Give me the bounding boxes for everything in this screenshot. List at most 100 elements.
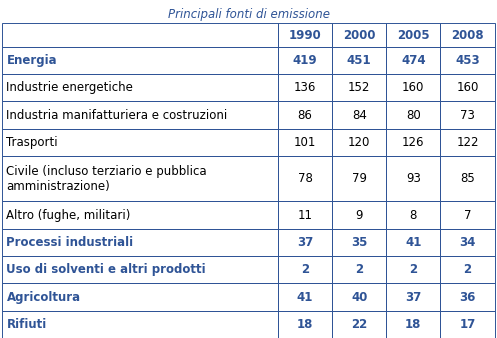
Bar [440,311,495,338]
Text: 120: 120 [348,136,370,149]
Bar [332,156,386,201]
Text: 160: 160 [456,81,479,94]
Text: 73: 73 [460,108,475,122]
Bar [386,201,440,229]
Text: 2: 2 [301,263,309,276]
Bar [440,283,495,311]
Bar [332,129,386,156]
Text: 2005: 2005 [397,28,429,42]
Text: Industria manifatturiera e costruzioni: Industria manifatturiera e costruzioni [6,108,228,122]
Bar [440,101,495,129]
Text: 37: 37 [297,236,313,249]
Bar [440,129,495,156]
Bar [386,283,440,311]
Bar [2,311,278,338]
Text: 18: 18 [405,318,421,331]
Text: 122: 122 [456,136,479,149]
Bar [2,23,278,47]
Text: 2008: 2008 [451,28,484,42]
Bar [440,23,495,47]
Text: 80: 80 [406,108,420,122]
Bar [2,101,278,129]
Text: 11: 11 [298,209,313,222]
Bar [2,229,278,256]
Bar [278,283,332,311]
Text: 2: 2 [355,263,363,276]
Bar [278,256,332,283]
Bar [386,229,440,256]
Text: 152: 152 [348,81,370,94]
Text: 79: 79 [352,172,367,185]
Bar [440,47,495,74]
Text: 2000: 2000 [343,28,375,42]
Text: 101: 101 [294,136,316,149]
Bar [332,23,386,47]
Text: 34: 34 [459,236,476,249]
Bar [440,256,495,283]
Text: 78: 78 [298,172,313,185]
Text: 1990: 1990 [289,28,322,42]
Bar [332,311,386,338]
Text: 2: 2 [409,263,417,276]
Bar [278,23,332,47]
Bar [278,74,332,101]
Bar [2,47,278,74]
Text: Processi industriali: Processi industriali [6,236,134,249]
Bar [386,311,440,338]
Bar [278,229,332,256]
Bar [278,47,332,74]
Text: 9: 9 [355,209,363,222]
Text: 419: 419 [293,54,318,67]
Bar [278,201,332,229]
Bar [2,201,278,229]
Text: 2: 2 [463,263,472,276]
Bar [332,283,386,311]
Text: Altro (fughe, militari): Altro (fughe, militari) [6,209,131,222]
Text: 41: 41 [297,291,313,304]
Bar [278,129,332,156]
Bar [386,23,440,47]
Text: 93: 93 [406,172,421,185]
Bar [2,283,278,311]
Text: 136: 136 [294,81,316,94]
Bar [386,256,440,283]
Text: 37: 37 [405,291,421,304]
Text: Principali fonti di emissione: Principali fonti di emissione [167,8,330,21]
Text: 7: 7 [464,209,471,222]
Text: 86: 86 [298,108,313,122]
Bar [278,101,332,129]
Bar [386,101,440,129]
Text: 35: 35 [351,236,367,249]
Bar [2,129,278,156]
Bar [386,74,440,101]
Text: 36: 36 [459,291,476,304]
Text: 8: 8 [410,209,417,222]
Bar [386,47,440,74]
Bar [332,74,386,101]
Text: Rifiuti: Rifiuti [6,318,47,331]
Bar [332,229,386,256]
Text: 474: 474 [401,54,425,67]
Text: Agricoltura: Agricoltura [6,291,81,304]
Text: 160: 160 [402,81,424,94]
Bar [332,47,386,74]
Bar [278,311,332,338]
Text: 40: 40 [351,291,367,304]
Text: Industrie energetiche: Industrie energetiche [6,81,133,94]
Bar [386,156,440,201]
Bar [440,229,495,256]
Text: 453: 453 [455,54,480,67]
Text: 17: 17 [459,318,476,331]
Text: 18: 18 [297,318,313,331]
Text: Uso di solventi e altri prodotti: Uso di solventi e altri prodotti [6,263,206,276]
Text: 41: 41 [405,236,421,249]
Bar [440,201,495,229]
Bar [332,101,386,129]
Bar [440,156,495,201]
Text: 451: 451 [347,54,372,67]
Bar [2,256,278,283]
Text: Energia: Energia [6,54,57,67]
Text: 22: 22 [351,318,367,331]
Text: Civile (incluso terziario e pubblica
amministrazione): Civile (incluso terziario e pubblica amm… [6,165,207,193]
Bar [278,156,332,201]
